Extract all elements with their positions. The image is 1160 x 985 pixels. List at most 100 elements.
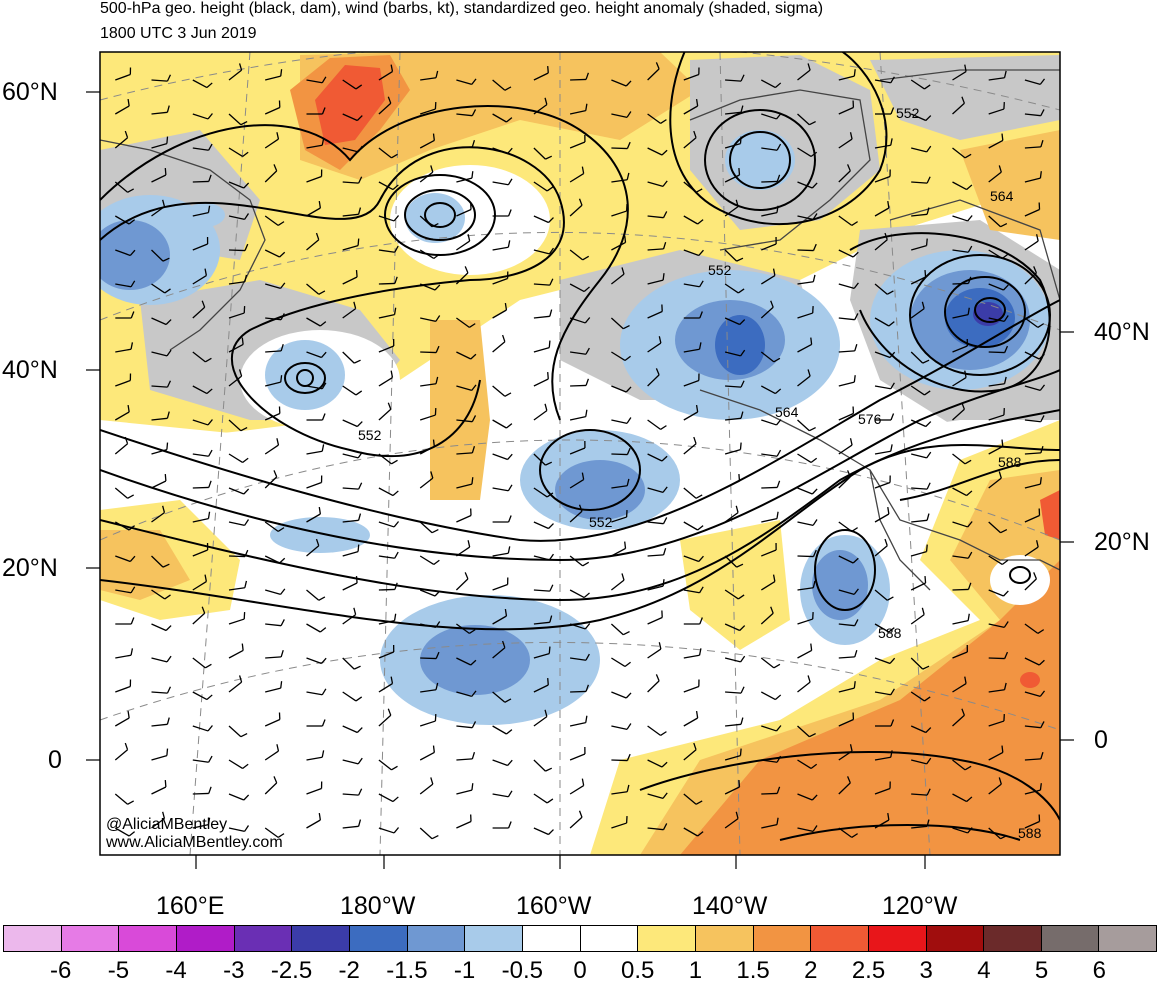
lon-label: 180°W — [340, 892, 415, 921]
wind-barb-feather — [472, 477, 473, 484]
anomaly-region — [185, 203, 225, 227]
wind-barb-feather — [434, 134, 435, 141]
wind-barb-feather — [165, 780, 166, 787]
credit-handle: @AliciaMBentley — [106, 816, 227, 834]
anomaly-region — [555, 460, 645, 520]
wind-barb-feather — [927, 545, 928, 552]
contour-label: 588 — [878, 625, 902, 641]
wind-barb — [953, 589, 969, 590]
contour-label: 588 — [998, 454, 1022, 470]
anomaly-region — [420, 625, 530, 695]
wind-barb — [761, 181, 777, 182]
wind-barb — [193, 487, 209, 488]
lat-label-left: 20°N — [2, 554, 58, 583]
contour-label: 588 — [1018, 825, 1042, 841]
wind-barb — [229, 250, 245, 251]
wind-barb — [989, 352, 1005, 353]
wind-barb — [193, 793, 209, 794]
colorbar-swatch — [523, 926, 581, 951]
wind-barb-feather — [740, 137, 741, 144]
lat-label-left: 60°N — [2, 78, 58, 107]
wind-barb-feather — [740, 749, 741, 756]
colorbar-swatch — [869, 926, 927, 951]
wind-barb — [229, 556, 245, 557]
wind-barb — [798, 556, 814, 557]
wind-barb — [420, 352, 436, 353]
lon-label: 160°E — [156, 892, 224, 921]
wind-barb-feather — [242, 338, 243, 345]
contour-label: 552 — [358, 427, 382, 443]
colorbar-swatch — [811, 926, 869, 951]
wind-barb-feather — [1002, 746, 1003, 753]
wind-barb-feather — [165, 168, 166, 175]
colorbar-swatch — [927, 926, 985, 951]
wind-barb-feather — [740, 443, 741, 450]
anomaly-region — [270, 517, 370, 553]
lon-label: 160°W — [516, 892, 591, 921]
map-plot-area: 552 564 552 552 564 576 588 552 588 588 — [80, 40, 1060, 855]
anomaly-region — [725, 130, 795, 190]
wind-barb-feather — [167, 749, 168, 756]
colorbar-swatch — [292, 926, 350, 951]
colorbar-swatch — [408, 926, 466, 951]
wind-barb-feather — [739, 168, 740, 175]
wind-barb-feather — [242, 644, 243, 651]
contour-label: 564 — [775, 404, 799, 420]
colorbar-swatch — [465, 926, 523, 951]
wind-barb-feather — [549, 341, 550, 348]
contour-label: 576 — [858, 411, 882, 427]
wind-barb-feather — [434, 746, 435, 753]
lat-label-right: 40°N — [1094, 318, 1150, 347]
wind-barb-feather — [357, 270, 358, 277]
lat-label-right: 20°N — [1094, 528, 1150, 557]
wind-barb-feather — [925, 576, 926, 583]
wind-barb — [761, 793, 777, 794]
lon-label: 120°W — [882, 892, 957, 921]
wind-barb-feather — [358, 545, 359, 552]
lon-label: 140°W — [692, 892, 767, 921]
wind-barb-feather — [358, 239, 359, 246]
lat-label-left: 0 — [48, 746, 62, 775]
contour-label: 552 — [589, 514, 613, 530]
wind-barb-feather — [1002, 134, 1003, 141]
contour-label: 552 — [708, 262, 732, 278]
wind-barb — [989, 658, 1005, 659]
wind-barb-feather — [663, 273, 664, 280]
wind-barb-feather — [625, 542, 626, 549]
wind-barb — [570, 691, 586, 692]
wind-barb-feather — [1040, 171, 1041, 178]
wind-barb-feather — [927, 239, 928, 246]
wind-barb — [379, 283, 395, 284]
wind-barb — [193, 181, 209, 182]
wind-barb — [761, 487, 777, 488]
wind-barb-feather — [281, 681, 282, 688]
lat-label-right: 0 — [1094, 726, 1108, 755]
colorbar — [3, 925, 1157, 952]
wind-barb-feather — [472, 783, 473, 790]
wind-barb-feather — [1040, 477, 1041, 484]
wind-barb — [570, 385, 586, 386]
colorbar-swatch — [235, 926, 293, 951]
colorbar-swatch — [62, 926, 120, 951]
wind-barb-feather — [625, 236, 626, 243]
contour-label: 564 — [990, 188, 1014, 204]
colorbar-swatch — [350, 926, 408, 951]
wind-barb-feather — [739, 780, 740, 787]
wind-barb-feather — [548, 372, 549, 379]
credit-website: www.AliciaMBentley.com — [106, 834, 283, 852]
contour-label: 552 — [896, 105, 920, 121]
wind-barb-feather — [167, 137, 168, 144]
wind-barb-feather — [1002, 440, 1003, 447]
wind-barb — [420, 658, 436, 659]
wind-barb — [798, 250, 814, 251]
wind-barb-feather — [811, 644, 812, 651]
wind-barb — [611, 148, 627, 149]
colorbar-swatch — [754, 926, 812, 951]
wind-barb-feather — [548, 66, 549, 73]
wind-barb — [570, 79, 586, 80]
wind-barb — [611, 760, 627, 761]
wind-barb-feather — [663, 579, 664, 586]
wind-barb-feather — [167, 443, 168, 450]
wind-barb-feather — [739, 474, 740, 481]
wind-barb-feather — [472, 171, 473, 178]
